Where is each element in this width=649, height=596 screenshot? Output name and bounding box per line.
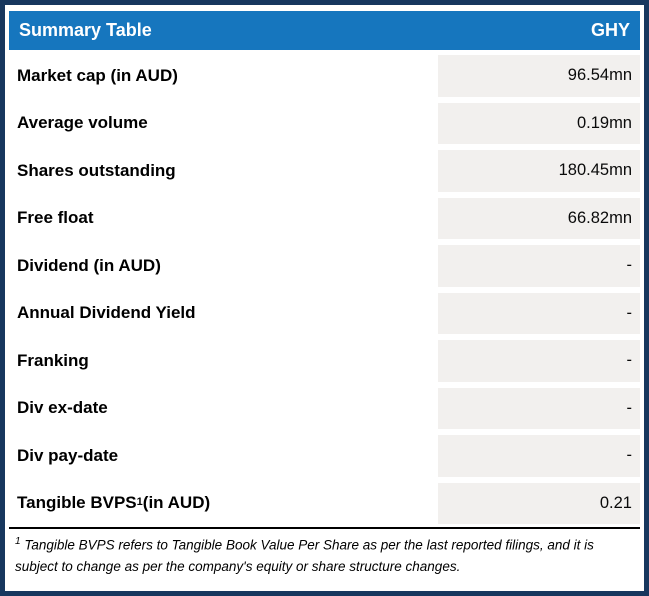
row-label-text: Annual Dividend Yield — [17, 303, 196, 323]
row-value: - — [438, 245, 640, 287]
row-label-text: Tangible BVPS — [17, 493, 137, 513]
table-row: Free float 66.82mn — [9, 195, 640, 243]
row-label-text: Franking — [17, 350, 89, 370]
row-label-text: Average volume — [17, 113, 148, 133]
row-label-suffix: (in AUD) — [142, 493, 211, 513]
row-label: Shares outstanding — [9, 147, 438, 195]
table-row: Dividend (in AUD) - — [9, 242, 640, 290]
table-row: Market cap (in AUD) 96.54mn — [9, 52, 640, 100]
row-value: - — [438, 292, 640, 334]
row-label-text: Div ex-date — [17, 398, 108, 418]
row-label: Dividend (in AUD) — [9, 242, 438, 290]
row-value: - — [438, 387, 640, 429]
row-value: 180.45mn — [438, 150, 640, 192]
row-value: 96.54mn — [438, 55, 640, 97]
row-label: Market cap (in AUD) — [9, 52, 438, 100]
row-value: 0.21 — [438, 482, 640, 524]
row-label: Annual Dividend Yield — [9, 290, 438, 338]
ticker-symbol: GHY — [590, 20, 630, 40]
row-label: Average volume — [9, 100, 438, 148]
table-row: Franking - — [9, 337, 640, 385]
table-body: Market cap (in AUD) 96.54mn Average volu… — [9, 52, 640, 527]
row-label: Tangible BVPS 1 (in AUD) — [17, 493, 211, 513]
table-row: Average volume 0.19mn — [9, 100, 640, 148]
row-label-text: Dividend (in AUD) — [17, 255, 161, 275]
row-value: - — [438, 340, 640, 382]
row-value: - — [438, 435, 640, 477]
row-value: 66.82mn — [438, 197, 640, 239]
row-label: Franking — [9, 337, 438, 385]
table-header: Summary Table GHY — [9, 11, 640, 50]
row-value: 0.19mn — [438, 102, 640, 144]
footnote-divider — [9, 527, 640, 529]
row-label-text: Free float — [17, 208, 94, 228]
row-label: Free float — [9, 195, 438, 243]
table-title: Summary Table — [19, 20, 152, 40]
row-label-text: Div pay-date — [17, 445, 119, 465]
table-row: Tangible BVPS 1 (in AUD) 0.21 — [9, 480, 640, 528]
table-row: Div ex-date - — [9, 385, 640, 433]
table-row: Annual Dividend Yield - — [9, 290, 640, 338]
footnote-text: Tangible BVPS refers to Tangible Book Va… — [15, 537, 594, 575]
row-label: Div pay-date — [9, 432, 438, 480]
row-label-text: Market cap (in AUD) — [17, 65, 178, 85]
table-row: Div pay-date - — [9, 432, 640, 480]
row-label: Div ex-date — [9, 385, 438, 433]
table-row: Shares outstanding 180.45mn — [9, 147, 640, 195]
footnote-superscript: 1 — [15, 536, 21, 547]
footnote: 1 Tangible BVPS refers to Tangible Book … — [9, 529, 640, 578]
row-label-text: Shares outstanding — [17, 160, 176, 180]
